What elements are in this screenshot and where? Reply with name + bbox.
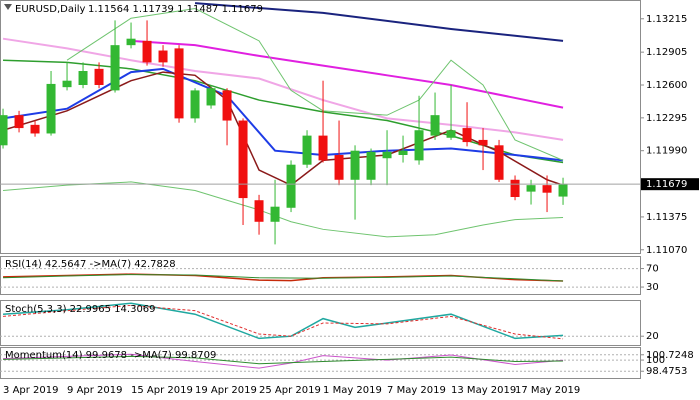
indicator-line	[3, 274, 564, 282]
candle-body	[190, 90, 200, 119]
price-badge	[641, 178, 699, 191]
x-tick-label: 15 Apr 2019	[131, 385, 193, 396]
momentum-frame	[0, 347, 641, 379]
candle-body	[62, 80, 72, 88]
candle-body	[366, 151, 376, 180]
indicator-line	[194, 2, 564, 42]
y-tick-label: 100	[646, 355, 665, 366]
y-tick-label: 1.12600	[646, 80, 687, 91]
stoch-title: Stoch(5,3,3) 22.9965 14.3069	[5, 304, 156, 315]
candle-body	[462, 128, 472, 143]
indicator-line	[2, 302, 564, 340]
candle-body	[382, 151, 392, 159]
candle-body	[14, 115, 24, 129]
y-tick-label: 98.4753	[646, 366, 687, 377]
candle-body	[350, 150, 360, 180]
candle-body	[414, 130, 424, 161]
y-tick-label: 1.12905	[646, 47, 687, 58]
indicator-line	[3, 355, 564, 365]
candle-body	[78, 71, 88, 85]
candle-body	[270, 206, 280, 222]
candle-body	[46, 83, 56, 134]
y-tick-label: 20	[646, 331, 659, 342]
y-tick-label: 100.7248	[646, 350, 694, 361]
candle-body	[286, 164, 296, 208]
stoch-frame	[0, 300, 641, 346]
x-tick-label: 13 May 2019	[451, 385, 516, 396]
candle-body	[510, 179, 520, 197]
x-tick-label: 3 Apr 2019	[3, 385, 58, 396]
x-tick-label: 7 May 2019	[387, 385, 446, 396]
y-tick-label: 1.11990	[646, 146, 687, 157]
x-tick-label: 1 May 2019	[323, 385, 382, 396]
candle-body	[174, 48, 184, 119]
indicator-line	[130, 39, 564, 109]
rsi-title: RSI(14) 42.5647 ->MA(7) 42.7828	[5, 259, 176, 270]
candle-body	[158, 50, 168, 63]
candle-body	[334, 155, 344, 180]
price-label: 1.11679	[646, 179, 687, 190]
candle-body	[430, 115, 440, 136]
x-tick-label: 25 Apr 2019	[259, 385, 321, 396]
rsi-frame	[0, 256, 641, 295]
candle-body	[222, 90, 232, 121]
indicator-line	[2, 304, 564, 340]
candle-body	[318, 135, 328, 161]
candle-body	[558, 184, 568, 197]
candle-body	[94, 68, 104, 85]
y-tick-label: 70	[646, 264, 659, 275]
ohlc-text: 1.11564 1.11739 1.11487 1.11679	[88, 4, 263, 15]
candle-body	[142, 40, 152, 63]
candle-body	[206, 88, 216, 106]
indicator-line	[2, 67, 564, 162]
candle-body	[110, 45, 120, 91]
y-tick-label: 1.12295	[646, 113, 687, 124]
candle-body	[302, 135, 312, 165]
candle-body	[254, 200, 264, 222]
indicator-line	[2, 71, 564, 187]
candle-body	[542, 185, 552, 193]
y-tick-label: 30	[646, 282, 659, 293]
candle-body	[446, 130, 456, 138]
indicator-line	[2, 181, 564, 238]
y-tick-label: 1.11375	[646, 212, 687, 223]
candle-body	[478, 139, 488, 146]
chart-title: EURUSD,Daily	[15, 4, 86, 15]
y-tick-label: 1.13215	[646, 14, 687, 25]
x-tick-label: 17 May 2019	[515, 385, 580, 396]
candle-body	[398, 150, 408, 155]
x-tick-label: 19 Apr 2019	[195, 385, 257, 396]
x-tick-label: 9 Apr 2019	[67, 385, 122, 396]
momentum-title: Momentum(14) 99.9678 ->MA(7) 99.8709	[5, 350, 216, 361]
candle-body	[30, 124, 40, 134]
candle-body	[494, 145, 504, 180]
y-tick-label: 1.11070	[646, 245, 687, 256]
candle-body	[0, 115, 8, 146]
indicator-line	[66, 8, 564, 161]
symbol-icon	[4, 4, 12, 10]
candle-body	[126, 38, 136, 46]
candle-body	[526, 185, 536, 192]
candle-body	[238, 120, 248, 199]
